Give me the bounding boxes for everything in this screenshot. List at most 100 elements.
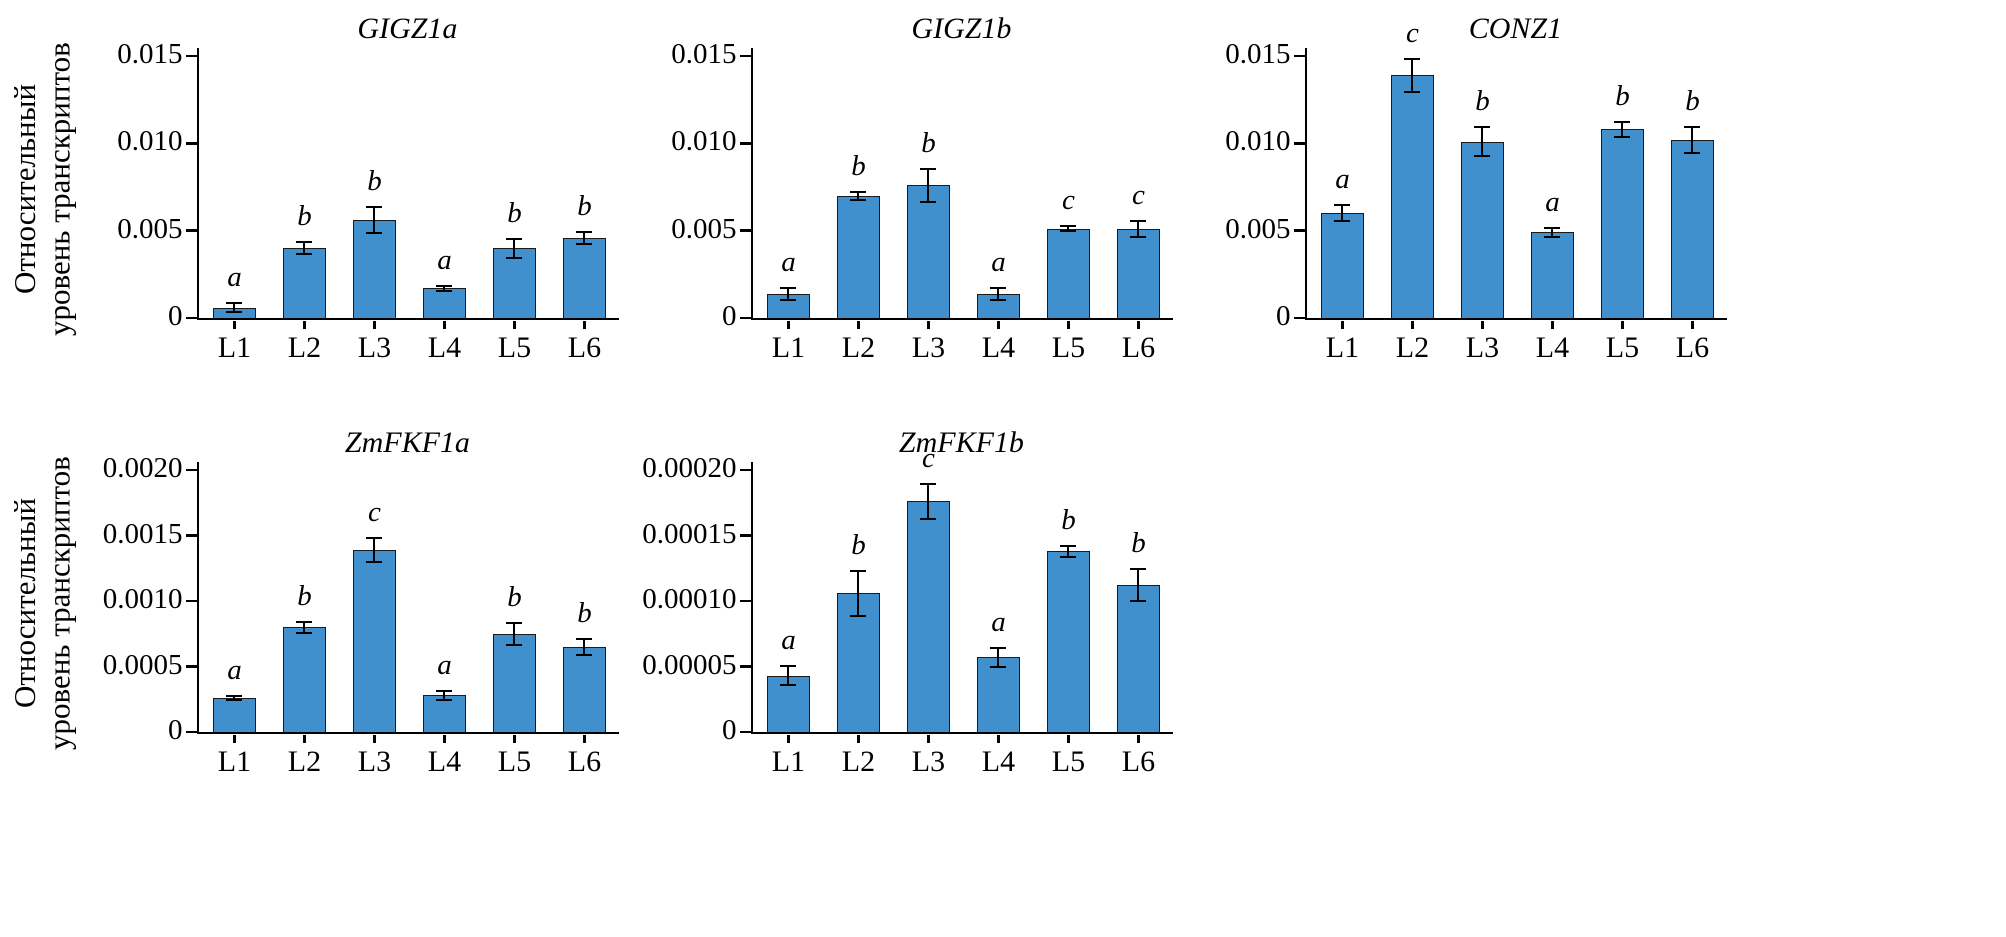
error-bar-stem bbox=[857, 569, 860, 617]
x-tick-label: L5 bbox=[1051, 331, 1086, 364]
significance-letter: b bbox=[297, 200, 312, 233]
x-tick bbox=[513, 320, 516, 329]
x-tick-label: L6 bbox=[567, 331, 602, 364]
error-bar bbox=[920, 483, 937, 520]
bar-L4 bbox=[976, 657, 1021, 732]
x-tick-label: L2 bbox=[287, 745, 322, 778]
error-bar-stem bbox=[443, 690, 446, 701]
y-tick bbox=[186, 468, 198, 472]
x-tick-label: L6 bbox=[1121, 331, 1156, 364]
y-tick bbox=[740, 142, 752, 145]
error-bar bbox=[920, 167, 937, 203]
y-tick-label: 0.010 bbox=[1225, 125, 1291, 158]
error-bar bbox=[576, 637, 593, 657]
significance-letter: a bbox=[991, 605, 1006, 638]
x-tick bbox=[997, 320, 1000, 329]
error-bar bbox=[990, 286, 1007, 301]
error-bar-stem bbox=[1067, 544, 1070, 558]
x-tick bbox=[583, 320, 586, 329]
chart-CONZ1: CONZ1 0 0.005 0.010 0.015 a L1 c L2 b L3 a L4 b L5 b L6 bbox=[1185, 10, 1728, 376]
x-tick-label: L1 bbox=[771, 331, 806, 364]
error-bar-stem bbox=[857, 190, 860, 201]
significance-letter: c bbox=[922, 442, 935, 475]
error-bar bbox=[506, 621, 523, 646]
y-tick-label: 0.0005 bbox=[102, 648, 183, 681]
bar-L6 bbox=[1670, 139, 1715, 318]
error-bar bbox=[1060, 225, 1077, 233]
error-bar bbox=[850, 569, 867, 617]
x-tick bbox=[443, 320, 446, 329]
bar-L4 bbox=[422, 288, 467, 318]
significance-letter: c bbox=[1406, 16, 1419, 49]
error-bar-stem bbox=[1341, 204, 1344, 222]
chart-title: GIGZ1b bbox=[911, 12, 1012, 45]
y-axis-title-line-1: Относительный bbox=[7, 83, 42, 295]
plot-area: 0 0.005 0.010 0.015 a L1 b L2 b L3 a L4 c L5 c L6 bbox=[671, 40, 1174, 363]
x-tick bbox=[303, 320, 306, 329]
x-tick-label: L1 bbox=[217, 331, 252, 364]
error-bar-stem bbox=[233, 302, 236, 313]
error-bar-stem bbox=[303, 241, 306, 256]
x-tick bbox=[303, 734, 306, 743]
significance-letter: a bbox=[991, 245, 1006, 278]
error-bar bbox=[1060, 544, 1077, 558]
y-axis-title-line-1: Относительный bbox=[7, 497, 42, 709]
y-tick-label: 0.00005 bbox=[642, 648, 737, 681]
x-tick-label: L3 bbox=[911, 745, 946, 778]
bar-L2 bbox=[282, 248, 327, 318]
y-tick bbox=[186, 54, 198, 58]
y-tick bbox=[186, 534, 198, 537]
significance-letter: b bbox=[1475, 84, 1490, 117]
error-bar-stem bbox=[1411, 57, 1414, 93]
y-tick-label: 0.00015 bbox=[642, 517, 737, 550]
x-tick bbox=[1691, 320, 1694, 329]
significance-letter: b bbox=[851, 528, 866, 561]
error-bar bbox=[850, 190, 867, 202]
error-bar bbox=[1544, 227, 1561, 239]
significance-letter: c bbox=[368, 495, 381, 528]
chart-title: ZmFKF1a bbox=[344, 426, 470, 459]
bar-L5 bbox=[1600, 129, 1645, 318]
y-tick bbox=[1294, 142, 1306, 145]
error-bar bbox=[226, 695, 243, 701]
y-tick-label: 0.010 bbox=[117, 125, 183, 158]
error-bar bbox=[506, 237, 523, 259]
bar-L1 bbox=[212, 697, 257, 732]
error-bar-stem bbox=[373, 206, 376, 235]
y-tick bbox=[186, 316, 198, 320]
bar-L6 bbox=[1116, 585, 1161, 732]
y-tick bbox=[186, 142, 198, 145]
y-tick bbox=[1294, 229, 1306, 232]
chart-title: CONZ1 bbox=[1468, 12, 1563, 45]
significance-letter: a bbox=[781, 624, 796, 657]
bar-L4 bbox=[422, 695, 467, 732]
significance-letter: b bbox=[1615, 79, 1630, 112]
y-tick bbox=[740, 54, 752, 58]
y-tick bbox=[740, 730, 752, 734]
y-tick-label: 0 bbox=[1275, 300, 1291, 332]
y-tick-label: 0.015 bbox=[117, 38, 183, 70]
error-bar-stem bbox=[373, 536, 376, 564]
significance-letter: b bbox=[1685, 84, 1700, 117]
x-tick-label: L2 bbox=[841, 331, 876, 364]
x-tick bbox=[1067, 320, 1070, 329]
x-tick bbox=[373, 320, 376, 329]
x-tick bbox=[1341, 320, 1344, 329]
significance-letter: c bbox=[1062, 184, 1075, 217]
error-bar-stem bbox=[1691, 125, 1694, 154]
x-tick bbox=[927, 320, 930, 329]
x-tick-label: L1 bbox=[1325, 331, 1360, 364]
error-bar bbox=[1614, 120, 1631, 139]
x-tick bbox=[1137, 734, 1140, 743]
y-tick-label: 0.015 bbox=[671, 38, 737, 70]
error-bar-stem bbox=[787, 665, 790, 687]
chart-GIGZ1b: GIGZ1b 0 0.005 0.010 0.015 a L1 b L2 b L3 a L4 c L5 c L6 bbox=[631, 10, 1174, 376]
bar-L2 bbox=[836, 593, 881, 732]
error-bar-stem bbox=[303, 620, 306, 634]
x-tick-label: L5 bbox=[497, 745, 532, 778]
error-bar-stem bbox=[233, 695, 236, 701]
x-tick-label: L6 bbox=[567, 745, 602, 778]
x-tick-label: L3 bbox=[357, 745, 392, 778]
bar-L3 bbox=[352, 549, 397, 732]
error-bar-stem bbox=[583, 230, 586, 245]
